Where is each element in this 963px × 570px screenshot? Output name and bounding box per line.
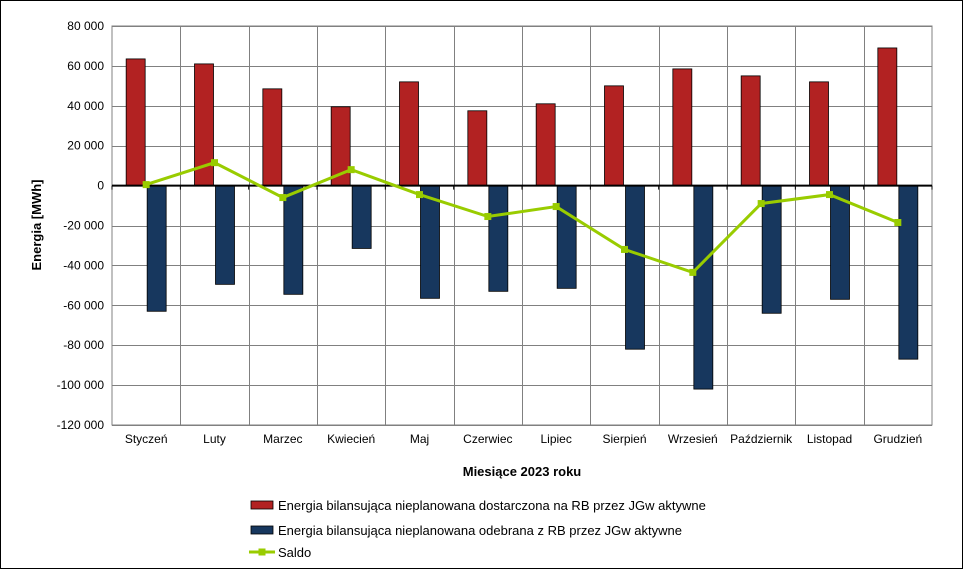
bar-odebrana: [761, 185, 782, 314]
legend-label: Energia bilansująca nieplanowana odebran…: [278, 523, 682, 538]
bar-dostarczona: [740, 75, 761, 186]
saldo-point: [279, 194, 287, 202]
zero-axis: [111, 184, 933, 190]
y-tick-label: 80 000: [67, 19, 104, 33]
y-tick-label: -120 000: [57, 418, 105, 432]
y-axis-title: Energia [MWh]: [29, 180, 44, 271]
bar-odebrana: [898, 185, 919, 360]
saldo-line: [142, 159, 902, 276]
legend: Energia bilansująca nieplanowana dostarc…: [249, 498, 706, 560]
bar-dostarczona: [535, 103, 556, 186]
saldo-point: [757, 200, 765, 208]
y-tick-label: 40 000: [67, 99, 104, 113]
x-tick-label: Styczeń: [125, 432, 168, 446]
y-tick-label: -80 000: [63, 338, 104, 352]
x-tick-label: Luty: [203, 432, 226, 446]
y-tick-label: 60 000: [67, 59, 104, 73]
x-tick-label: Grudzień: [873, 432, 922, 446]
bar-dostarczona: [672, 68, 693, 186]
bar-dostarczona: [604, 85, 624, 186]
saldo-point: [416, 191, 423, 199]
x-tick-label: Wrzesień: [668, 432, 718, 446]
x-tick-label: Sierpień: [602, 432, 646, 446]
saldo-point: [484, 213, 492, 221]
bar-odebrana: [351, 185, 372, 249]
bar-dostarczona: [809, 81, 829, 186]
bar-dostarczona: [877, 47, 898, 186]
x-tick-label: Marzec: [263, 432, 302, 446]
legend-label: Saldo: [278, 545, 311, 560]
saldo-point: [142, 181, 150, 189]
bar-dostarczona: [399, 81, 419, 186]
x-axis-title: Miesiące 2023 roku: [463, 464, 582, 479]
x-tick-label: Kwiecień: [327, 432, 375, 446]
y-tick-label: -40 000: [63, 258, 104, 272]
saldo-point: [211, 159, 218, 167]
saldo-point: [552, 203, 560, 211]
bar-odebrana: [420, 185, 440, 299]
y-tick-label: 20 000: [67, 139, 104, 153]
saldo-point: [621, 245, 628, 253]
bar-odebrana: [625, 185, 645, 350]
legend-swatch: [250, 500, 274, 510]
x-tick-labels: Styczeń Luty Marzec Kwiecień Maj Czerwiec Lipi…: [125, 432, 922, 446]
y-tick-label: -60 000: [63, 298, 104, 312]
gridlines: [112, 26, 932, 426]
legend-label: Energia bilansująca nieplanowana dostarc…: [278, 498, 706, 513]
x-tick-label: Listopad: [807, 432, 852, 446]
x-tick-label: Lipiec: [540, 432, 571, 446]
saldo-point: [689, 268, 697, 276]
saldo-point: [347, 166, 355, 174]
bar-odebrana: [693, 185, 714, 390]
legend-marker-saldo: [258, 548, 266, 556]
x-tick-label: Czerwiec: [463, 432, 512, 446]
saldo-point: [894, 219, 902, 227]
x-tick-label: Październik: [730, 432, 793, 446]
bar-dostarczona: [125, 58, 146, 187]
saldo-polyline: [145, 161, 899, 275]
bar-odebrana: [146, 185, 167, 312]
bar-odebrana: [488, 185, 509, 292]
x-tick-label: Maj: [410, 432, 429, 446]
bar-odebrana: [283, 185, 304, 295]
bar-odebrana: [556, 185, 577, 289]
y-tick-labels: 80 000 60 000 40 000 20 000 0 -20 000 -40 000 -…: [57, 19, 105, 432]
y-tick-label: -20 000: [63, 219, 104, 233]
bar-odebrana: [215, 185, 235, 285]
y-tick-label: 0: [97, 179, 104, 193]
bar-dostarczona: [262, 88, 283, 186]
y-tick-label: -100 000: [57, 378, 105, 392]
legend-swatch: [250, 525, 274, 535]
saldo-point: [826, 191, 833, 199]
bars: [125, 47, 919, 390]
bar-dostarczona: [467, 110, 488, 186]
